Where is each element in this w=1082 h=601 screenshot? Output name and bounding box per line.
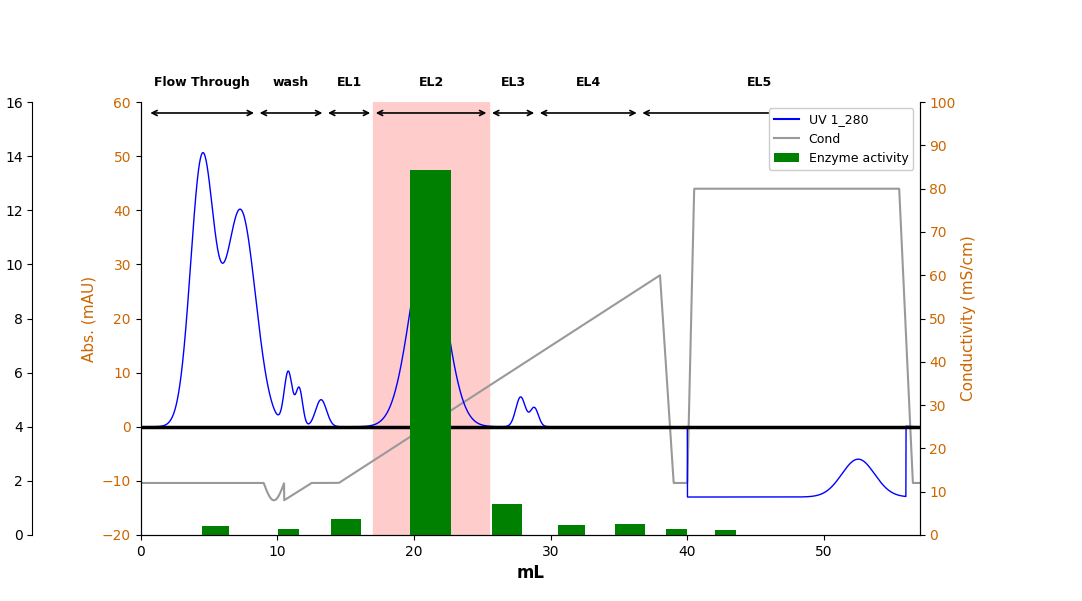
Bar: [410, 169, 451, 535]
Bar: [331, 519, 360, 535]
Bar: [202, 526, 229, 535]
Bar: [278, 529, 299, 535]
Bar: [615, 523, 645, 535]
Text: EL3: EL3: [501, 76, 526, 89]
Y-axis label: Abs. (mAU): Abs. (mAU): [81, 275, 96, 362]
Bar: [373, 102, 489, 535]
Y-axis label: Conductivity (mS/cm): Conductivity (mS/cm): [961, 236, 976, 401]
Bar: [492, 504, 522, 535]
Text: EL1: EL1: [337, 76, 361, 89]
Bar: [667, 529, 687, 535]
Legend: UV 1_280, Cond, Enzyme activity: UV 1_280, Cond, Enzyme activity: [768, 108, 913, 170]
Text: Flow Through: Flow Through: [155, 76, 250, 89]
Bar: [715, 530, 736, 535]
Text: EL4: EL4: [576, 76, 601, 89]
Text: wash: wash: [273, 76, 309, 89]
X-axis label: mL: mL: [516, 564, 544, 582]
Text: EL2: EL2: [419, 76, 444, 89]
Bar: [557, 525, 585, 535]
Text: EL5: EL5: [747, 76, 771, 89]
